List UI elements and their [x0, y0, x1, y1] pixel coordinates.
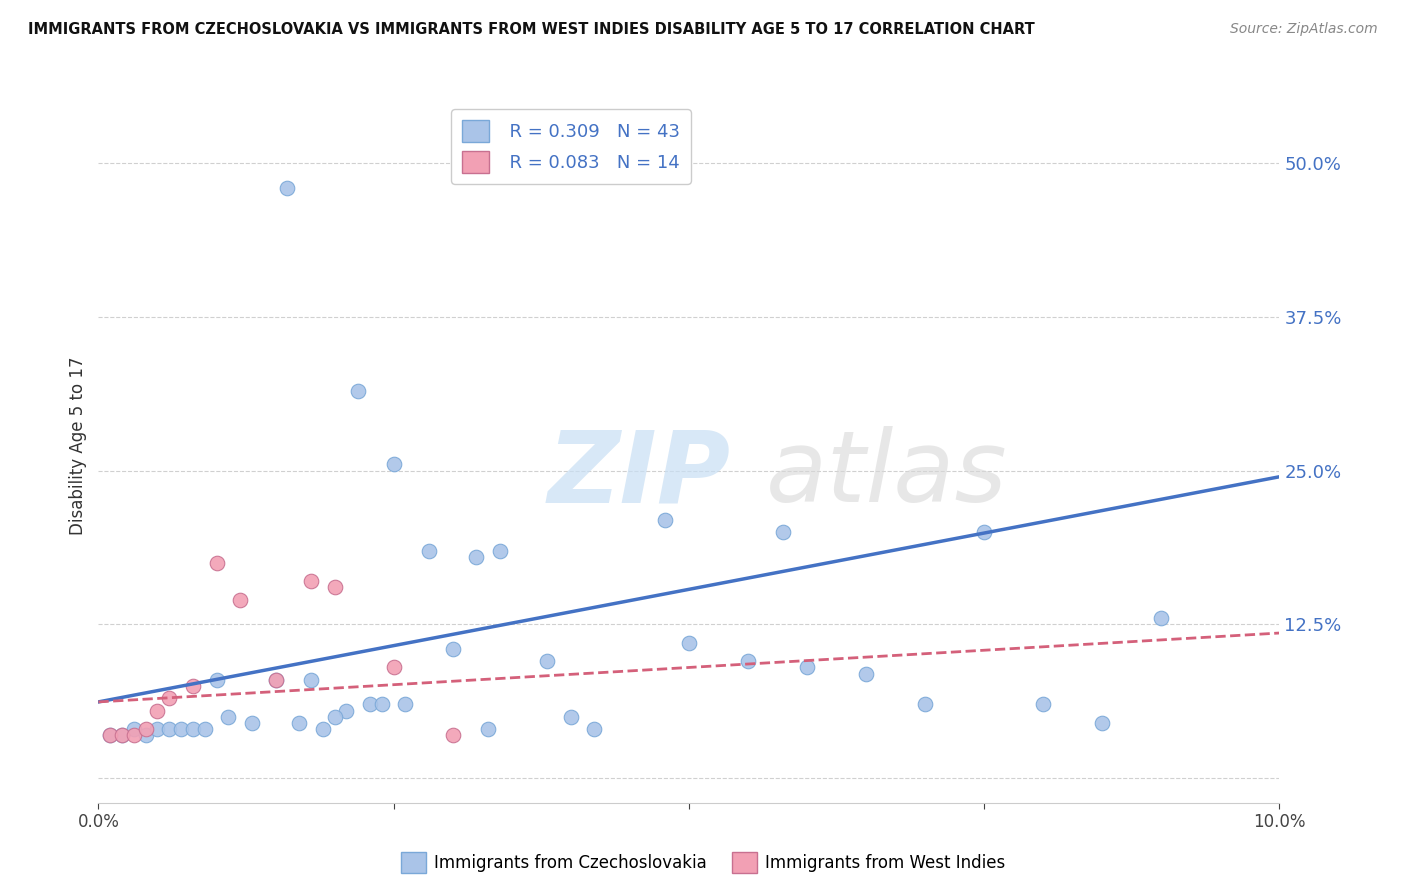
Point	[205, 673, 228, 687]
Point	[477, 722, 499, 736]
Point	[323, 709, 346, 723]
Point	[654, 513, 676, 527]
Point	[170, 722, 193, 736]
Point	[1091, 715, 1114, 730]
Point	[135, 722, 157, 736]
Point	[157, 722, 180, 736]
Point	[382, 458, 405, 472]
Point	[98, 728, 121, 742]
Point	[796, 660, 818, 674]
Point	[772, 525, 794, 540]
Legend: Immigrants from Czechoslovakia, Immigrants from West Indies: Immigrants from Czechoslovakia, Immigran…	[394, 846, 1012, 880]
Point	[418, 543, 440, 558]
Point	[382, 660, 405, 674]
Point	[465, 549, 488, 564]
Point	[229, 592, 252, 607]
Point	[737, 654, 759, 668]
Point	[299, 673, 322, 687]
Point	[194, 722, 217, 736]
Point	[394, 698, 416, 712]
Point	[441, 642, 464, 657]
Text: atlas: atlas	[766, 426, 1007, 523]
Point	[146, 704, 169, 718]
Point	[276, 180, 298, 194]
Point	[323, 581, 346, 595]
Point	[1150, 611, 1173, 625]
Point	[583, 722, 606, 736]
Point	[1032, 698, 1054, 712]
Text: IMMIGRANTS FROM CZECHOSLOVAKIA VS IMMIGRANTS FROM WEST INDIES DISABILITY AGE 5 T: IMMIGRANTS FROM CZECHOSLOVAKIA VS IMMIGR…	[28, 22, 1035, 37]
Point	[560, 709, 582, 723]
Point	[181, 722, 204, 736]
Point	[288, 715, 311, 730]
Point	[312, 722, 335, 736]
Point	[240, 715, 263, 730]
Point	[441, 728, 464, 742]
Point	[122, 728, 145, 742]
Y-axis label: Disability Age 5 to 17: Disability Age 5 to 17	[69, 357, 87, 535]
Text: ZIP: ZIP	[547, 426, 730, 523]
Point	[122, 722, 145, 736]
Point	[111, 728, 134, 742]
Point	[98, 728, 121, 742]
Point	[489, 543, 512, 558]
Point	[347, 384, 370, 398]
Point	[135, 728, 157, 742]
Point	[217, 709, 239, 723]
Point	[371, 698, 394, 712]
Point	[914, 698, 936, 712]
Point	[359, 698, 381, 712]
Point	[157, 691, 180, 706]
Point	[146, 722, 169, 736]
Point	[855, 666, 877, 681]
Point	[264, 673, 287, 687]
Point	[678, 636, 700, 650]
Point	[205, 556, 228, 570]
Point	[335, 704, 357, 718]
Point	[299, 574, 322, 589]
Point	[973, 525, 995, 540]
Point	[181, 679, 204, 693]
Text: Source: ZipAtlas.com: Source: ZipAtlas.com	[1230, 22, 1378, 37]
Point	[111, 728, 134, 742]
Legend:   R = 0.309   N = 43,   R = 0.083   N = 14: R = 0.309 N = 43, R = 0.083 N = 14	[451, 109, 690, 184]
Point	[536, 654, 558, 668]
Point	[264, 673, 287, 687]
